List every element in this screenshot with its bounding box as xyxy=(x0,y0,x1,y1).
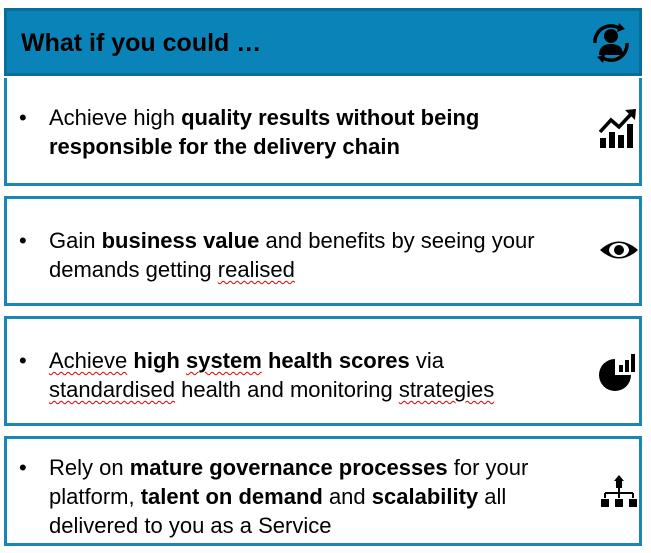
header-bar: What if you could … xyxy=(4,8,642,76)
benefit-text: Achieve high quality results without bei… xyxy=(49,105,480,159)
benefit-card-governance: • Rely on mature governance processes fo… xyxy=(4,436,642,546)
org-chart-icon xyxy=(601,475,637,507)
bullet-icon: • xyxy=(19,228,27,253)
growth-chart-icon xyxy=(599,109,636,148)
benefit-text: Rely on mature governance processes for … xyxy=(49,455,529,538)
pie-bars-icon xyxy=(599,354,635,391)
benefit-card-health-scores: • Achieve high system health scores via … xyxy=(4,316,642,426)
benefit-card-business-value: • Gain business value and benefits by se… xyxy=(4,196,642,306)
bullet-icon: • xyxy=(19,105,27,130)
header-title: What if you could … xyxy=(21,29,262,57)
benefit-card-quality: • Achieve high quality results without b… xyxy=(4,78,642,186)
bullet-icon: • xyxy=(19,348,27,373)
user-sync-icon xyxy=(593,23,629,63)
benefit-text: Gain business value and benefits by seei… xyxy=(49,228,535,282)
eye-icon xyxy=(600,241,638,259)
benefit-text: Achieve high system health scores via st… xyxy=(49,348,495,402)
bullet-icon: • xyxy=(19,455,27,480)
